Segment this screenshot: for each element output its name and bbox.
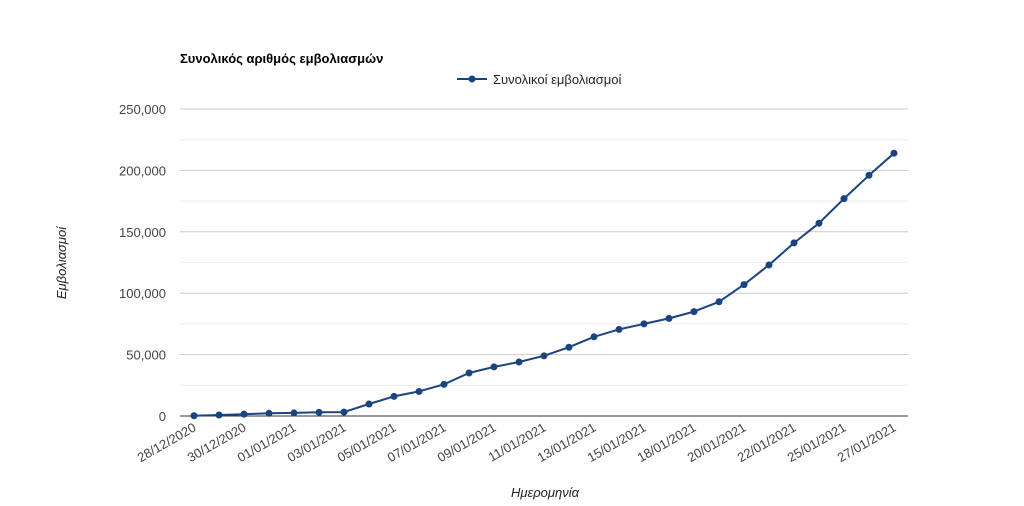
data-point[interactable] [465, 369, 473, 377]
data-point[interactable] [315, 408, 323, 416]
series-line-group [190, 149, 898, 420]
x-axis-title: Ημερομηνία [511, 485, 580, 500]
data-point[interactable] [440, 380, 448, 388]
x-axis-ticks: 28/12/202030/12/202001/01/202103/01/2021… [135, 420, 899, 466]
data-point[interactable] [365, 400, 373, 408]
y-tick-label: 0 [159, 409, 166, 424]
y-tick-label: 50,000 [126, 348, 166, 363]
data-point[interactable] [590, 333, 598, 341]
data-point[interactable] [265, 409, 273, 417]
y-tick-label: 250,000 [119, 102, 166, 117]
chart-title: Συνολικός αριθμός εμβολιασμών [180, 51, 383, 66]
data-point[interactable] [515, 358, 523, 366]
data-point[interactable] [765, 261, 773, 269]
data-point[interactable] [865, 171, 873, 179]
data-point[interactable] [190, 412, 198, 420]
data-point[interactable] [615, 325, 623, 333]
y-tick-label: 100,000 [119, 286, 166, 301]
data-point[interactable] [890, 149, 898, 157]
data-point[interactable] [840, 195, 848, 203]
legend-label: Συνολικοί εμβολιασμοί [493, 72, 621, 87]
data-point[interactable] [490, 363, 498, 371]
data-point[interactable] [715, 298, 723, 306]
data-point[interactable] [390, 392, 398, 400]
data-point[interactable] [290, 409, 298, 417]
data-point[interactable] [215, 411, 223, 419]
legend: Συνολικοί εμβολιασμοί [457, 72, 621, 87]
data-point[interactable] [240, 410, 248, 418]
data-point[interactable] [540, 352, 548, 360]
y-axis-title: Εμβολιασμοί [54, 226, 69, 299]
data-point[interactable] [415, 387, 423, 395]
data-point[interactable] [340, 408, 348, 416]
y-tick-label: 150,000 [119, 225, 166, 240]
series-line [193, 152, 895, 417]
data-point[interactable] [690, 308, 698, 316]
data-point[interactable] [640, 320, 648, 328]
y-tick-label: 200,000 [119, 163, 166, 178]
data-point[interactable] [665, 314, 673, 322]
data-point[interactable] [740, 281, 748, 289]
data-point[interactable] [565, 343, 573, 351]
data-point[interactable] [790, 239, 798, 247]
y-axis-ticks: 0 50,000 100,000 150,000 200,000 250,000 [119, 102, 166, 424]
legend-point-marker [468, 75, 476, 83]
gridlines [180, 108, 908, 386]
data-point[interactable] [815, 219, 823, 227]
